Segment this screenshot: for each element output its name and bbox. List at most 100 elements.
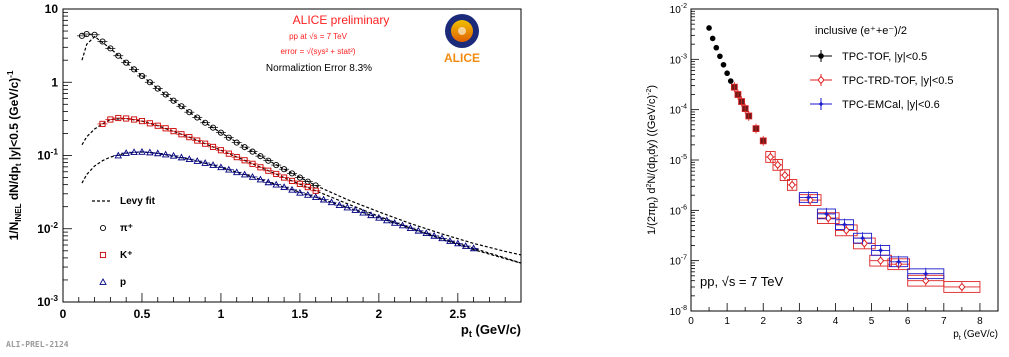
data-point-marker xyxy=(138,147,146,155)
data-point-marker xyxy=(351,206,359,213)
data-point-marker xyxy=(162,125,169,132)
data-point-marker xyxy=(225,150,232,157)
data-point-marker xyxy=(248,172,257,180)
right-y-tick-label: 10-6 xyxy=(670,204,687,217)
left-x-tick-label: 2.5 xyxy=(449,307,466,321)
right-x-tick-label: 6 xyxy=(905,316,911,327)
data-point-marker xyxy=(114,151,123,159)
tof-marker xyxy=(713,44,720,51)
data-point-marker xyxy=(375,213,383,221)
emcal-marker xyxy=(804,193,812,201)
legend-label: K⁺ xyxy=(120,250,133,261)
data-point-marker xyxy=(406,224,415,231)
data-point-marker xyxy=(367,211,375,219)
data-point-marker xyxy=(319,195,328,203)
data-point-marker xyxy=(146,148,154,156)
data-point-marker xyxy=(288,170,296,177)
data-point-marker xyxy=(178,103,185,110)
data-point-marker xyxy=(170,128,177,135)
data-point-marker xyxy=(240,170,249,178)
data-point-marker xyxy=(209,143,217,150)
data-point-marker xyxy=(256,175,265,183)
left-error-label: error = √(sys² + stat²) xyxy=(280,47,355,56)
levy-fit-curve xyxy=(81,117,522,264)
data-point-marker xyxy=(225,134,232,141)
data-point-marker xyxy=(232,168,241,176)
left-y-tick-label: 10-2 xyxy=(37,220,58,236)
data-point-marker xyxy=(201,159,209,166)
emcal-marker xyxy=(859,234,867,242)
trd-marker xyxy=(788,180,796,190)
right-y-tick-label: 10-4 xyxy=(670,104,687,117)
data-point-marker xyxy=(281,166,288,173)
data-point-marker xyxy=(138,72,146,79)
data-point-marker xyxy=(438,234,446,242)
legend-marker xyxy=(99,251,107,259)
data-point-marker xyxy=(296,174,303,181)
data-point-marker xyxy=(273,170,280,177)
legend-marker xyxy=(99,278,107,285)
data-point-marker xyxy=(107,45,114,52)
data-point-marker xyxy=(398,221,407,229)
data-point-marker xyxy=(304,190,312,198)
right-y-axis-title: 1/(2πpt) d2N/(dptdy) ((GeV/c)-2) xyxy=(646,85,660,235)
trd-marker xyxy=(766,152,775,162)
legend-label: p xyxy=(120,277,126,288)
data-point-marker xyxy=(272,180,280,188)
data-point-marker xyxy=(185,155,194,163)
data-point-marker xyxy=(154,85,161,92)
data-point-marker xyxy=(123,59,130,66)
data-point-marker xyxy=(249,160,256,167)
tof-marker xyxy=(709,35,716,42)
data-point-marker xyxy=(209,161,217,168)
right-x-tick-label: 2 xyxy=(760,316,766,327)
right-x-axis-title: pt (GeV/c) xyxy=(953,329,998,342)
right-legend-label: TPC-TOF, |y|<0.5 xyxy=(842,51,927,63)
left-y-tick-label: 10-1 xyxy=(37,147,58,163)
right-legend-marker xyxy=(817,75,825,85)
data-point-marker xyxy=(304,184,311,191)
data-point-marker xyxy=(390,219,399,226)
left-x-tick-label: 0 xyxy=(60,307,67,321)
data-point-marker xyxy=(91,31,98,38)
data-point-marker xyxy=(327,198,336,206)
right-x-tick-label: 4 xyxy=(833,316,839,327)
right-legend-label: TPC-EMCal, |y|<0.6 xyxy=(842,99,940,111)
data-point-marker xyxy=(422,229,431,237)
emcal-marker xyxy=(895,258,903,266)
trd-marker xyxy=(781,170,789,180)
data-point-marker xyxy=(209,124,217,131)
right-plot-area: 0 1 2 3 4 5 6 7 8 10-8 10-7 10-6 10-5 10-4 10-3 10-2 pt … xyxy=(646,3,999,342)
data-point-marker xyxy=(217,163,225,171)
data-point-marker xyxy=(122,149,130,156)
right-system-label: pp, √s = 7 TeV xyxy=(700,274,783,289)
data-point-marker xyxy=(83,31,90,38)
emcal-marker xyxy=(841,221,848,229)
trd-marker xyxy=(774,160,782,170)
trd-marker xyxy=(922,276,930,285)
data-point-marker xyxy=(170,97,177,104)
right-y-tick-label: 10-8 xyxy=(670,305,687,318)
left-y-axis-title: 1/NINEL dN/dpt |y|<0.5 (GeV/c)-1 xyxy=(6,70,23,240)
data-point-marker xyxy=(115,52,122,59)
emcal-marker xyxy=(822,210,830,218)
left-x-tick-label: 1.5 xyxy=(292,307,309,321)
tof-marker xyxy=(706,25,712,31)
alice-logo-center xyxy=(458,27,466,35)
data-point-marker xyxy=(264,178,273,186)
data-point-marker xyxy=(131,116,138,123)
data-point-marker xyxy=(288,177,296,184)
data-point-marker xyxy=(107,116,114,123)
legend-label: π⁺ xyxy=(120,223,133,234)
data-point-marker xyxy=(311,193,320,201)
legend-label: Levy fit xyxy=(120,196,156,207)
data-point-marker xyxy=(233,139,240,146)
data-point-marker xyxy=(241,157,248,164)
data-point-marker xyxy=(194,114,201,121)
left-norm-label: Normaliztion Error 8.3% xyxy=(266,63,372,74)
data-point-marker xyxy=(217,147,224,154)
data-point-marker xyxy=(469,244,478,252)
left-system-label: pp at √s = 7 TeV xyxy=(289,32,348,41)
data-point-marker xyxy=(202,140,209,147)
